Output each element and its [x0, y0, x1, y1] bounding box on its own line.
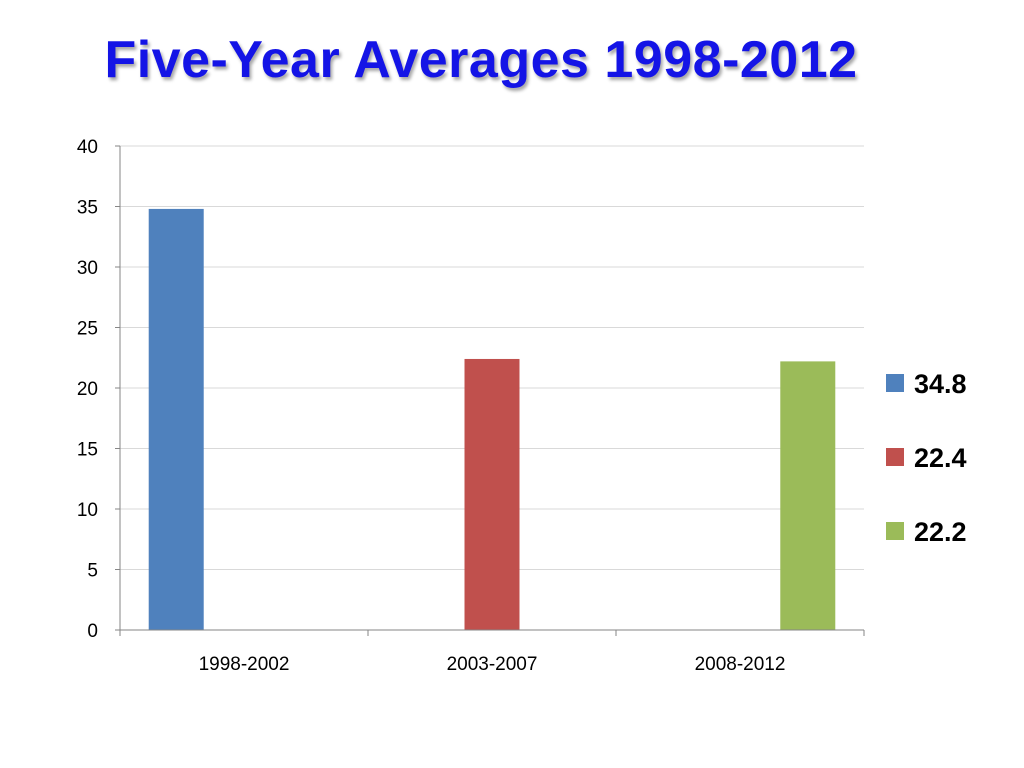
legend: 34.8 22.4 22.2	[886, 369, 967, 547]
bar-1998-2002	[148, 208, 204, 631]
y-tick-label: 40	[77, 137, 98, 158]
y-tick-label: 10	[77, 500, 98, 521]
y-tick-labels: 0 5 10 15 20 25 30 35 40	[77, 137, 98, 642]
axes	[115, 145, 865, 636]
bar-2008-2012	[780, 361, 836, 630]
x-tick-label: 1998-2002	[199, 654, 290, 675]
y-tick-label: 15	[77, 440, 98, 461]
y-tick-label: 0	[87, 621, 98, 642]
legend-item: 22.2	[886, 517, 967, 547]
bars	[148, 208, 836, 631]
y-tick-label: 35	[77, 198, 98, 219]
bar-2003-2007	[464, 358, 520, 630]
y-tick-label: 5	[87, 561, 98, 582]
y-tick-label: 30	[77, 258, 98, 279]
legend-item: 22.4	[886, 443, 967, 473]
y-tick-label: 20	[77, 379, 98, 400]
legend-label: 22.2	[914, 517, 967, 547]
legend-swatch	[886, 522, 904, 540]
x-tick-label: 2008-2012	[695, 654, 786, 675]
y-tick-label: 25	[77, 319, 98, 340]
legend-swatch	[886, 374, 904, 392]
legend-label: 34.8	[914, 369, 967, 399]
legend-item: 34.8	[886, 369, 967, 399]
x-tick-labels: 1998-2002 2003-2007 2008-2012	[199, 654, 786, 675]
legend-swatch	[886, 448, 904, 466]
x-tick-label: 2003-2007	[447, 654, 538, 675]
legend-label: 22.4	[914, 443, 967, 473]
chart-title: Five-Year Averages 1998-2012	[104, 31, 858, 89]
